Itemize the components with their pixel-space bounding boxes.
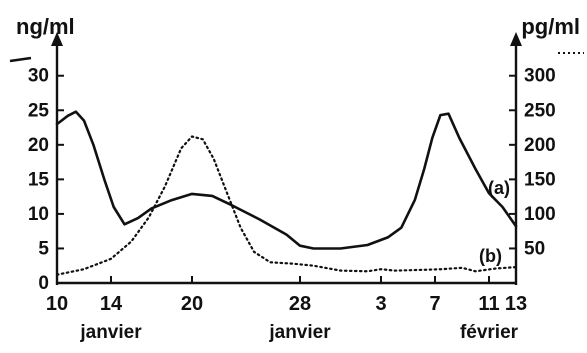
legend-solid-line [9,56,32,63]
month-label: janvier [268,322,331,343]
right-tick-label: 250 [524,100,556,121]
left-tick-label: 15 [28,169,50,190]
x-tick-label: 7 [429,293,440,315]
left-tick-label: 25 [28,100,50,121]
left-axis-arrow-icon [51,32,63,46]
series-layer [55,110,518,276]
right-tick-label: 300 [524,66,556,87]
right-tick-label: 50 [524,238,545,259]
right-axis-arrow-icon [510,32,522,46]
right-tick-label: 200 [524,135,556,156]
left-tick-label: 10 [28,204,49,225]
left-tick-label: 20 [28,135,49,156]
x-tick-label: 13 [505,293,527,315]
series-line-b [55,135,518,276]
axes [51,32,522,285]
x-tick-label: 11 [478,293,499,315]
labels: ng/ml pg/ml 0 5 10 15 20 25 30 50 100 150 200 250 300 1… [9,14,584,343]
series-label-a: (a) [488,178,510,198]
x-tick-label: 10 [46,293,68,315]
month-label: janvier [79,322,142,343]
left-tick-label: 0 [38,273,49,294]
right-tick-label: 100 [524,204,556,225]
series-line-a [55,110,518,250]
x-tick-label: 20 [181,293,203,315]
right-axis-unit: pg/ml [521,14,580,39]
x-tick-label: 28 [289,293,311,315]
series-label-b: (b) [479,246,502,266]
x-tick-label: 14 [100,293,123,315]
left-tick-label: 30 [28,66,49,87]
left-tick-label: 5 [38,238,49,259]
left-axis-unit: ng/ml [16,14,75,39]
month-label: février [460,322,519,343]
x-tick-label: 3 [375,293,386,315]
right-tick-label: 150 [524,169,556,190]
